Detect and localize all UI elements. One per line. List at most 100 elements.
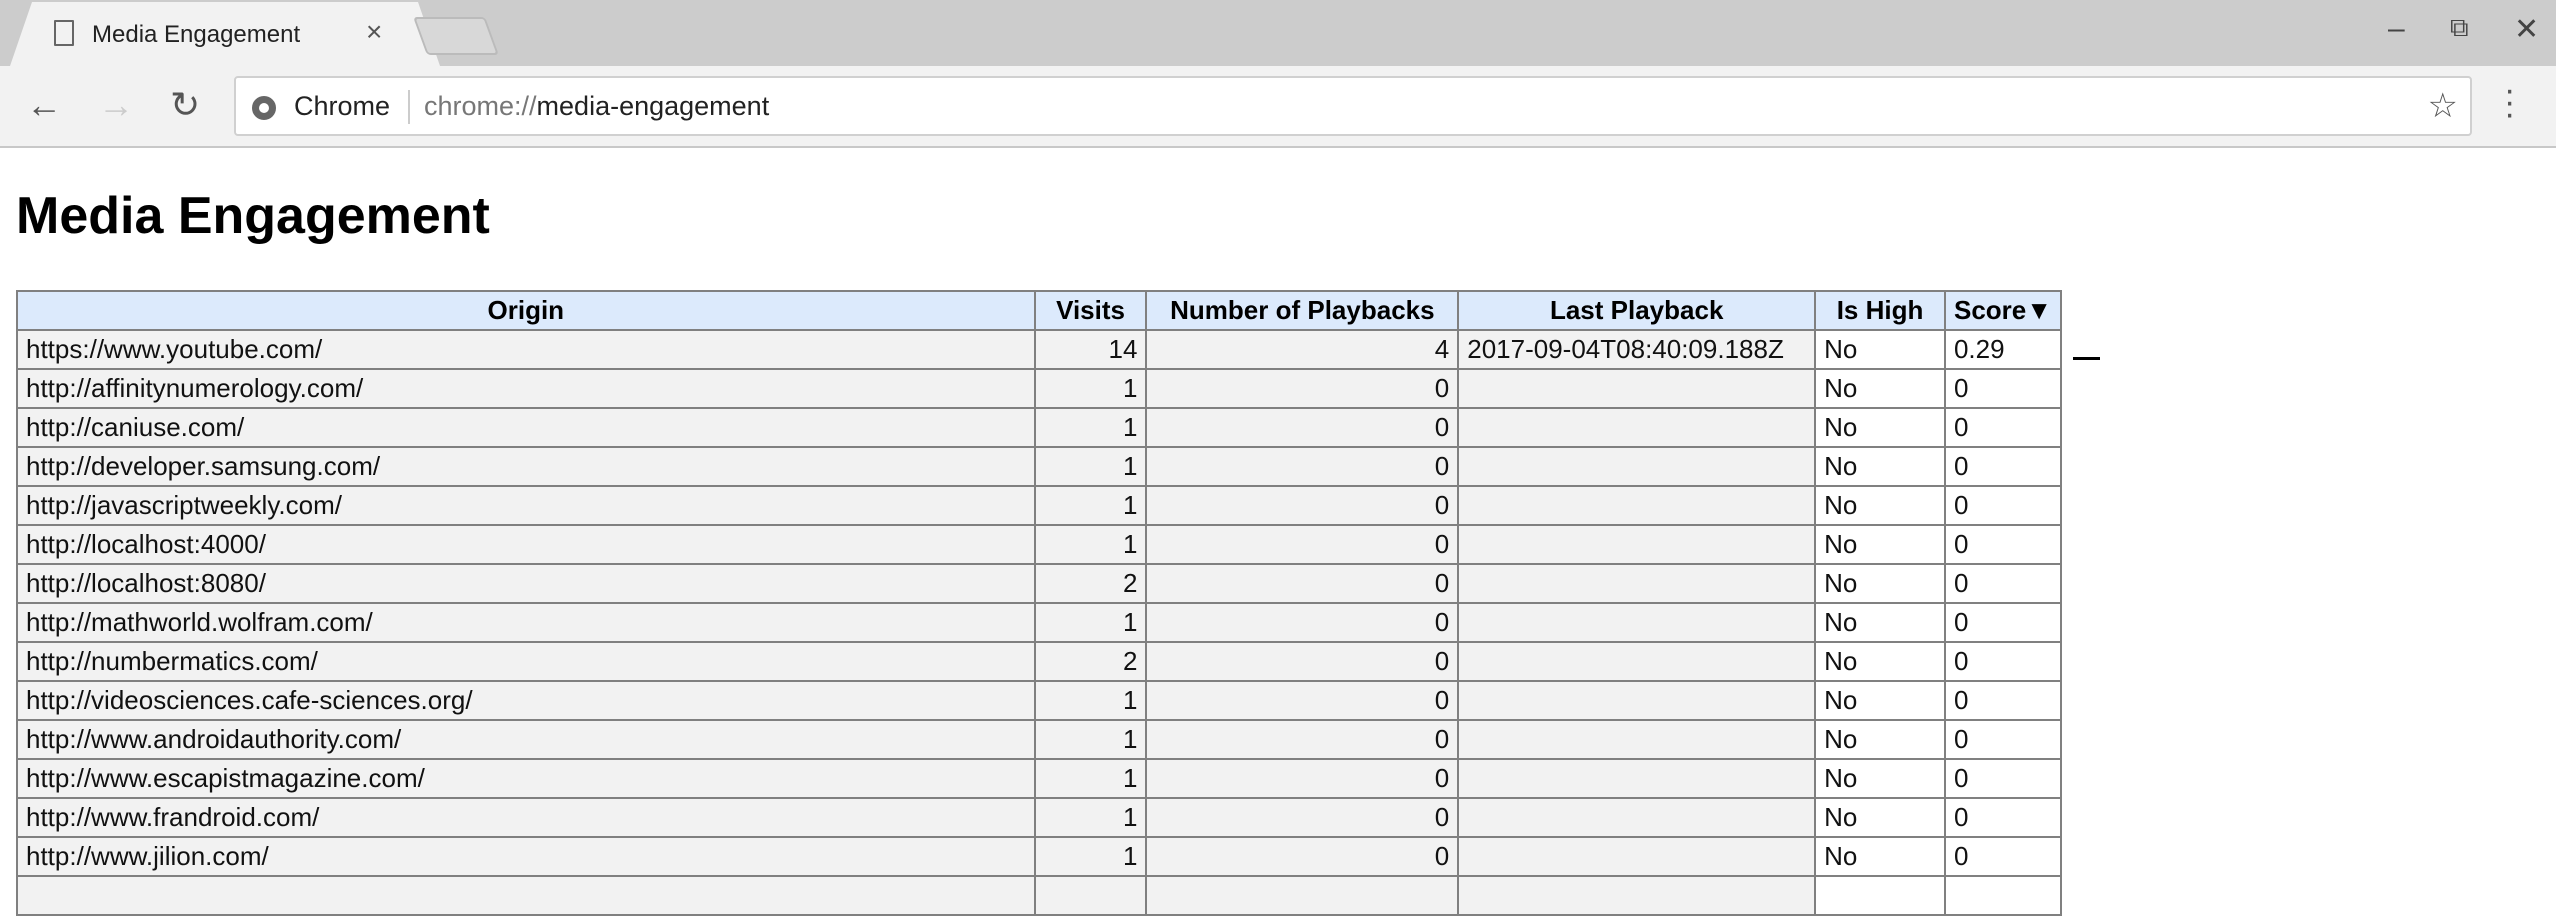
table-cell: 0 — [1943, 446, 2063, 487]
table-row: http://www.escapistmagazine.com/1 0 No 0 — [16, 758, 2063, 799]
table-cell — [1457, 524, 1817, 565]
forward-icon[interactable]: → — [98, 84, 134, 125]
table-row: http://localhost:4000/1 0 No 0 — [16, 524, 2063, 565]
table-cell: 0 — [1943, 797, 2063, 838]
table-cell — [1457, 797, 1817, 838]
table-cell: 0 — [1943, 485, 2063, 526]
table-row — [16, 875, 2063, 916]
table-row: https://www.youtube.com/14 4 2017-09-04T08… — [16, 329, 2063, 370]
table-cell: 0 — [1145, 446, 1460, 487]
table-cell: 2 — [1033, 641, 1148, 682]
table-row: http://videosciences.cafe-sciences.org/1… — [16, 680, 2063, 721]
table-cell: No — [1814, 524, 1946, 565]
table-cell: 0 — [1943, 680, 2063, 721]
column-header[interactable]: Last Playback — [1457, 290, 1817, 331]
table-cell: http://www.androidauthority.com/ — [16, 719, 1036, 760]
table-cell: 1 — [1033, 446, 1148, 487]
table-cell: 0 — [1145, 836, 1460, 877]
table-cell: No — [1814, 563, 1946, 604]
close-tab-icon[interactable]: × — [366, 16, 383, 47]
table-cell — [1457, 641, 1817, 682]
menu-icon[interactable]: · · · — [2504, 71, 2516, 133]
table-cell: No — [1814, 680, 1946, 721]
table-cell: 1 — [1033, 719, 1148, 760]
table-cell: No — [1814, 368, 1946, 409]
site-chip: Chrome — [294, 91, 391, 121]
table-cell: http://mathworld.wolfram.com/ — [16, 602, 1036, 643]
table-cell: https://www.youtube.com/ — [16, 329, 1036, 370]
table-cell: 0 — [1145, 680, 1460, 721]
tab-title: Media Engagement — [92, 21, 301, 48]
restore-icon[interactable]: ⧉ — [2450, 12, 2469, 42]
table-cell: 0 — [1145, 407, 1460, 448]
minimize-icon[interactable]: – — [2388, 12, 2405, 45]
table-cell: No — [1814, 446, 1946, 487]
table-cell — [1457, 368, 1817, 409]
table-cell: http://numbermatics.com/ — [16, 641, 1036, 682]
close-window-icon[interactable]: ✕ — [2514, 13, 2540, 46]
table-row: http://www.frandroid.com/1 0 No 0 — [16, 797, 2063, 838]
table-cell: http://www.frandroid.com/ — [16, 797, 1036, 838]
column-header[interactable]: Number of Playbacks — [1145, 290, 1460, 331]
table-cell: http://caniuse.com/ — [16, 407, 1036, 448]
table-cell: No — [1814, 758, 1946, 799]
url-text[interactable]: chrome://media-engagement — [424, 91, 769, 122]
table-cell — [1457, 758, 1817, 799]
table-cell: 0 — [1145, 524, 1460, 565]
table-cell: 0.29 — [1943, 329, 2063, 370]
column-header[interactable]: Is High — [1814, 290, 1946, 331]
tab-strip: Media Engagement × – ⧉ ✕ — [0, 0, 2556, 66]
table-cell: http://developer.samsung.com/ — [16, 446, 1036, 487]
table-cell — [1943, 875, 2063, 916]
back-icon[interactable]: ← — [26, 84, 62, 125]
table-cell — [16, 875, 1036, 916]
table-cell: 0 — [1145, 368, 1460, 409]
table-row: http://caniuse.com/1 0 No 0 — [16, 407, 2063, 448]
table-cell: 0 — [1943, 836, 2063, 877]
column-header[interactable]: Score▼ — [1943, 290, 2063, 331]
table-cell: 1 — [1033, 602, 1148, 643]
table-cell: 1 — [1033, 485, 1148, 526]
table-cell: http://www.jilion.com/ — [16, 836, 1036, 877]
table-cell: 4 — [1145, 329, 1460, 370]
url-path: media-engagement — [536, 91, 770, 121]
table-cell — [1814, 875, 1946, 916]
table-cell — [1457, 602, 1817, 643]
table-cell: 1 — [1033, 680, 1148, 721]
column-header[interactable]: Origin — [16, 290, 1036, 331]
table-cell — [1457, 680, 1817, 721]
table-cell: http://javascriptweekly.com/ — [16, 485, 1036, 526]
url-scheme: chrome:// — [424, 91, 537, 121]
table-cell: 1 — [1033, 758, 1148, 799]
table-cell: 0 — [1943, 758, 2063, 799]
table-row: http://www.androidauthority.com/1 0 No 0 — [16, 719, 2063, 760]
table-cell: http://localhost:8080/ — [16, 563, 1036, 604]
table-cell: http://affinitynumerology.com/ — [16, 368, 1036, 409]
bookmark-star-icon[interactable]: ☆ — [2427, 87, 2458, 125]
new-tab-button[interactable] — [413, 17, 499, 55]
table-cell: No — [1814, 641, 1946, 682]
table-cell: 1 — [1033, 407, 1148, 448]
tab-media-engagement[interactable]: Media Engagement × — [10, 2, 440, 66]
table-cell: 1 — [1033, 836, 1148, 877]
table-cell: 0 — [1145, 563, 1460, 604]
table-row: http://mathworld.wolfram.com/1 0 No 0 — [16, 602, 2063, 643]
page-title: Media Engagement — [16, 187, 490, 245]
address-bar[interactable]: Chrome chrome://media-engagement ☆ — [234, 76, 2472, 136]
table-cell: 0 — [1943, 524, 2063, 565]
table-cell: 0 — [1943, 719, 2063, 760]
reload-icon[interactable]: ↻ — [170, 84, 201, 125]
table-cell — [1033, 875, 1148, 916]
table-cell: 0 — [1943, 602, 2063, 643]
table-cell: No — [1814, 329, 1946, 370]
table-cell: 0 — [1943, 368, 2063, 409]
table-cell — [1457, 836, 1817, 877]
table-cell: 0 — [1145, 719, 1460, 760]
table-row: http://javascriptweekly.com/1 0 No 0 — [16, 485, 2063, 526]
table-cell: http://videosciences.cafe-sciences.org/ — [16, 680, 1036, 721]
table-cell: 0 — [1145, 641, 1460, 682]
engagement-table: Origin Visits Number of Playbacks Last Play… — [16, 290, 2063, 916]
table-row: http://numbermatics.com/2 0 No 0 — [16, 641, 2063, 682]
table-cell: 2 — [1033, 563, 1148, 604]
column-header[interactable]: Visits — [1033, 290, 1148, 331]
